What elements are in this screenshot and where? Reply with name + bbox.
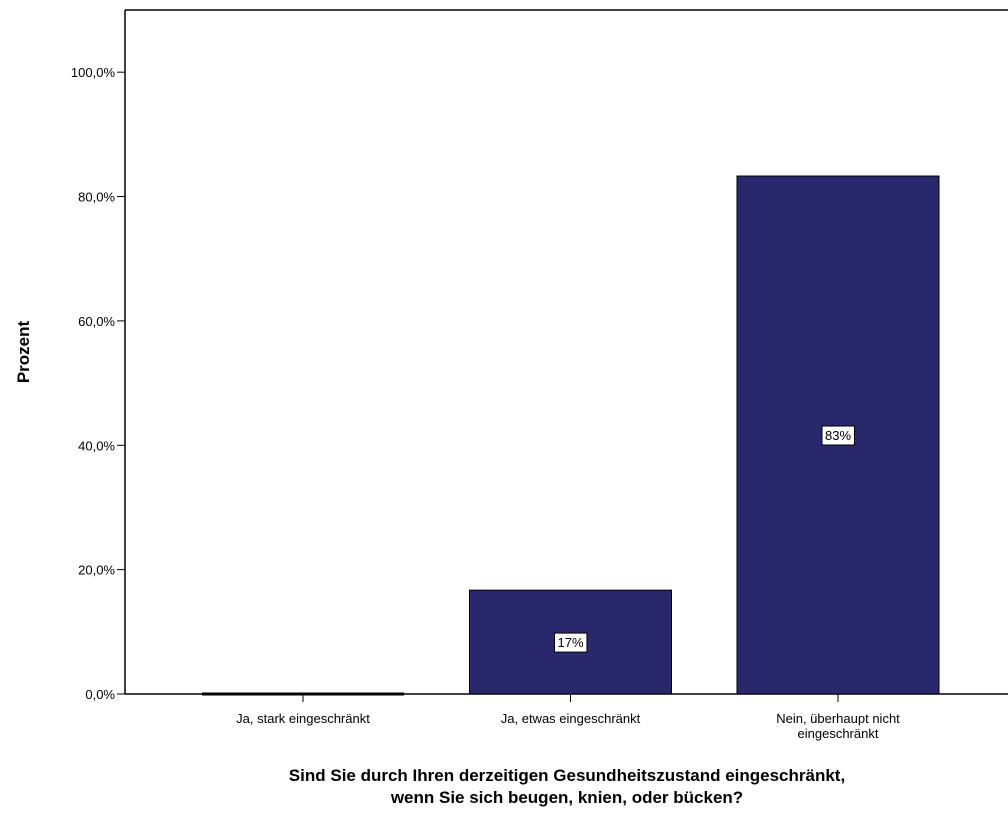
x-axis: Ja, stark eingeschränkt Ja, etwas eingesc… [236,694,900,741]
y-tick-label: 20,0% [78,563,115,578]
data-label-box [553,632,588,653]
y-tick-label: 100,0% [71,65,116,80]
y-axis: 0,0% 20,0% 40,0% 60,0% 80,0% 100,0% [71,65,125,702]
y-tick-label: 40,0% [78,438,115,453]
y-tick-label: 60,0% [78,314,115,329]
x-axis-label: Sind Sie durch Ihren derzeitigen Gesundh… [289,766,845,807]
x-tick-label: Ja, etwas eingeschränkt [501,711,641,726]
data-label: 17% [553,632,588,653]
y-tick-label: 80,0% [78,190,115,205]
data-label-text: 17% [557,635,583,650]
y-tick-label: 0,0% [85,687,115,702]
x-tick-label: Ja, stark eingeschränkt [236,711,370,726]
data-labels: 17% 83% [553,425,855,653]
x-tick-label: Nein, überhaupt nicht eingeschränkt [776,711,900,741]
data-label: 83% [821,425,855,446]
data-label-box [821,425,855,446]
y-axis-label: Prozent [14,320,33,383]
data-label-text: 83% [825,428,851,443]
